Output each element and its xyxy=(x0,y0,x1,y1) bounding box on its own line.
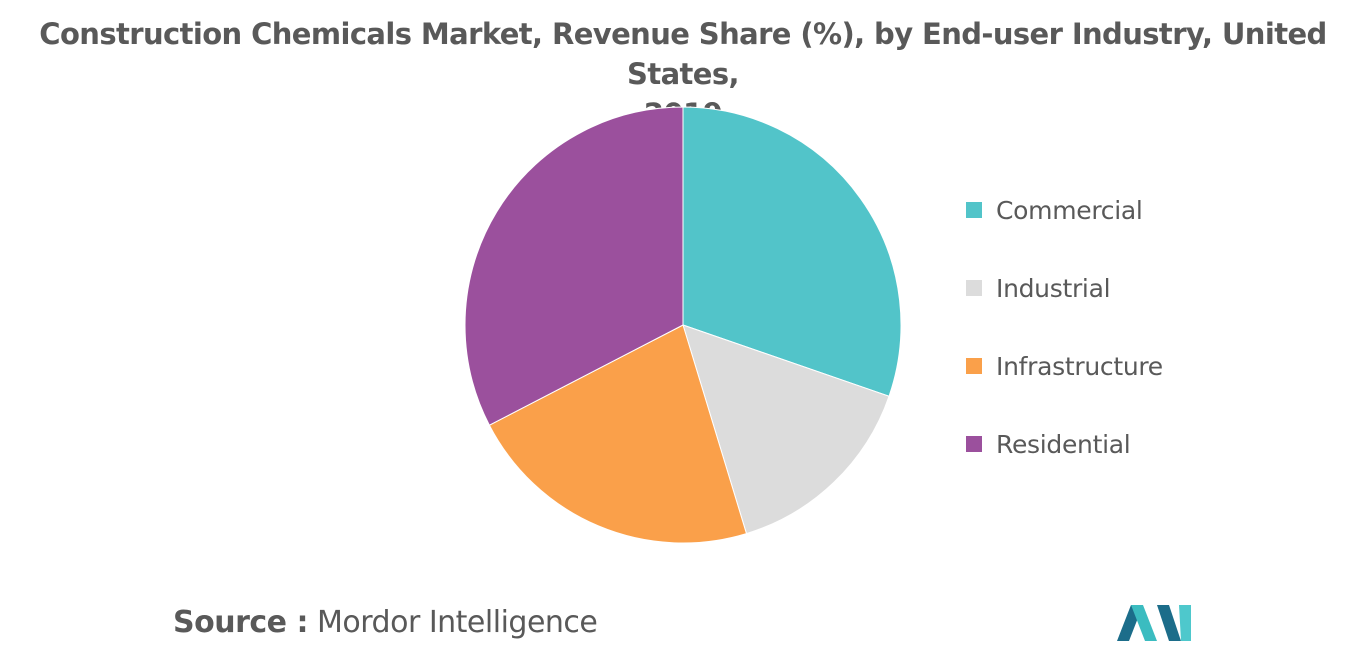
mordor-intelligence-logo xyxy=(1117,605,1191,641)
legend-swatch-residential xyxy=(966,436,982,452)
pie-slice-industrial xyxy=(682,324,890,535)
source-value: Mordor Intelligence xyxy=(317,605,598,640)
chart-title-line-1: Construction Chemicals Market, Revenue S… xyxy=(39,17,1327,91)
legend-item-commercial: Commercial xyxy=(966,190,1143,230)
logo-shape-right-diag xyxy=(1157,605,1181,641)
pie-slices xyxy=(464,106,902,544)
pie-slice-commercial xyxy=(682,106,902,397)
legend-label-residential: Residential xyxy=(996,429,1131,459)
pie-slice-residential xyxy=(464,106,684,426)
source-note: Source : Mordor Intelligence xyxy=(173,605,598,640)
source-label: Source : xyxy=(173,605,308,640)
logo-shape-mid xyxy=(1131,605,1157,641)
legend-swatch-infrastructure xyxy=(966,358,982,374)
legend-label-infrastructure: Infrastructure xyxy=(996,351,1163,381)
pie-slice-infrastructure xyxy=(488,324,748,544)
legend-swatch-industrial xyxy=(966,280,982,296)
logo-shape-right-bar xyxy=(1179,605,1191,641)
legend-label-industrial: Industrial xyxy=(996,273,1111,303)
legend-item-industrial: Industrial xyxy=(966,268,1111,308)
legend-item-residential: Residential xyxy=(966,424,1131,464)
legend-label-commercial: Commercial xyxy=(996,195,1143,225)
legend-item-infrastructure: Infrastructure xyxy=(966,346,1163,386)
chart-title: Construction Chemicals Market, Revenue S… xyxy=(0,14,1366,134)
legend-swatch-commercial xyxy=(966,202,982,218)
